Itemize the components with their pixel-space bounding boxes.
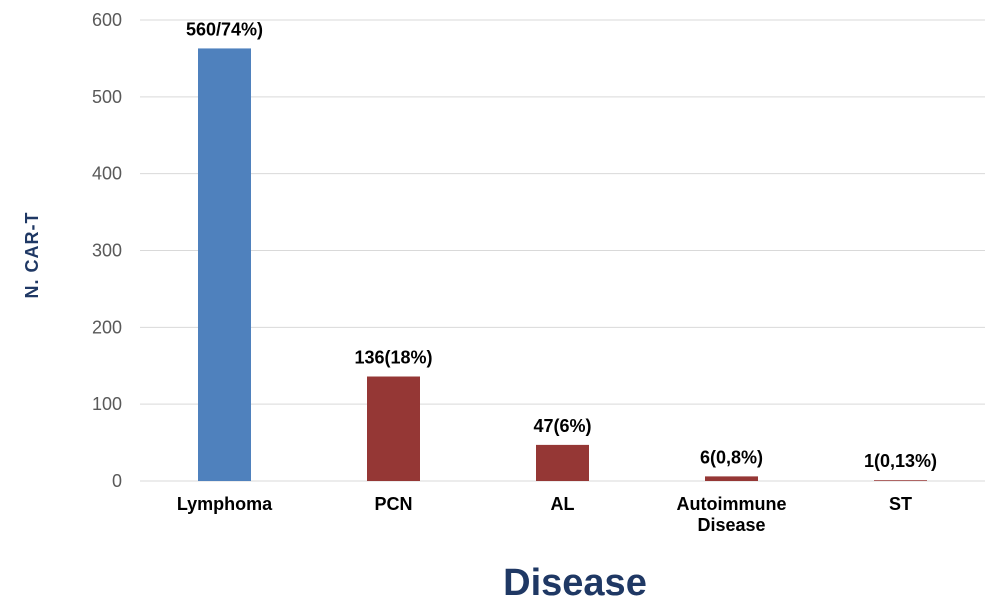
data-label: 560/74%) bbox=[186, 19, 263, 39]
data-label: 136(18%) bbox=[354, 348, 432, 368]
y-tick-label: 0 bbox=[112, 471, 122, 491]
y-axis-ticks: 0 100 200 300 400 500 600 bbox=[92, 10, 122, 491]
y-tick-label: 100 bbox=[92, 394, 122, 414]
y-tick-label: 500 bbox=[92, 87, 122, 107]
bar-5 bbox=[874, 480, 927, 481]
gridlines bbox=[140, 19, 985, 482]
category-label: Lymphoma bbox=[177, 494, 273, 514]
category-label: Autoimmune Disease bbox=[677, 494, 787, 535]
category-labels: Lymphoma PCN AL Autoimmune Disease ST bbox=[177, 494, 912, 535]
bar-1 bbox=[198, 48, 251, 481]
data-labels: 560/74%) 136(18%) 47(6%) 6(0,8%) 1(0,13%) bbox=[186, 19, 937, 471]
data-label: 6(0,8%) bbox=[700, 447, 763, 467]
bar-2 bbox=[367, 376, 420, 481]
category-label-line: Autoimmune bbox=[677, 494, 787, 514]
x-axis-title: Disease bbox=[503, 562, 647, 604]
category-label: AL bbox=[551, 494, 575, 514]
data-label: 47(6%) bbox=[533, 416, 591, 436]
category-label-line: Lymphoma bbox=[177, 494, 273, 514]
y-tick-label: 200 bbox=[92, 317, 122, 337]
category-label: PCN bbox=[374, 494, 412, 514]
category-label-line: ST bbox=[889, 494, 912, 514]
y-tick-label: 400 bbox=[92, 164, 122, 184]
category-label-line: Disease bbox=[697, 515, 765, 535]
category-label: ST bbox=[889, 494, 912, 514]
bars bbox=[198, 48, 927, 481]
category-label-line: AL bbox=[551, 494, 575, 514]
category-label-line: PCN bbox=[374, 494, 412, 514]
bar-4 bbox=[705, 476, 758, 481]
bar-3 bbox=[536, 444, 589, 481]
y-tick-label: 300 bbox=[92, 241, 122, 261]
y-tick-label: 600 bbox=[92, 10, 122, 30]
y-axis-title: N. CAR-T bbox=[22, 212, 42, 299]
data-label: 1(0,13%) bbox=[864, 451, 937, 471]
